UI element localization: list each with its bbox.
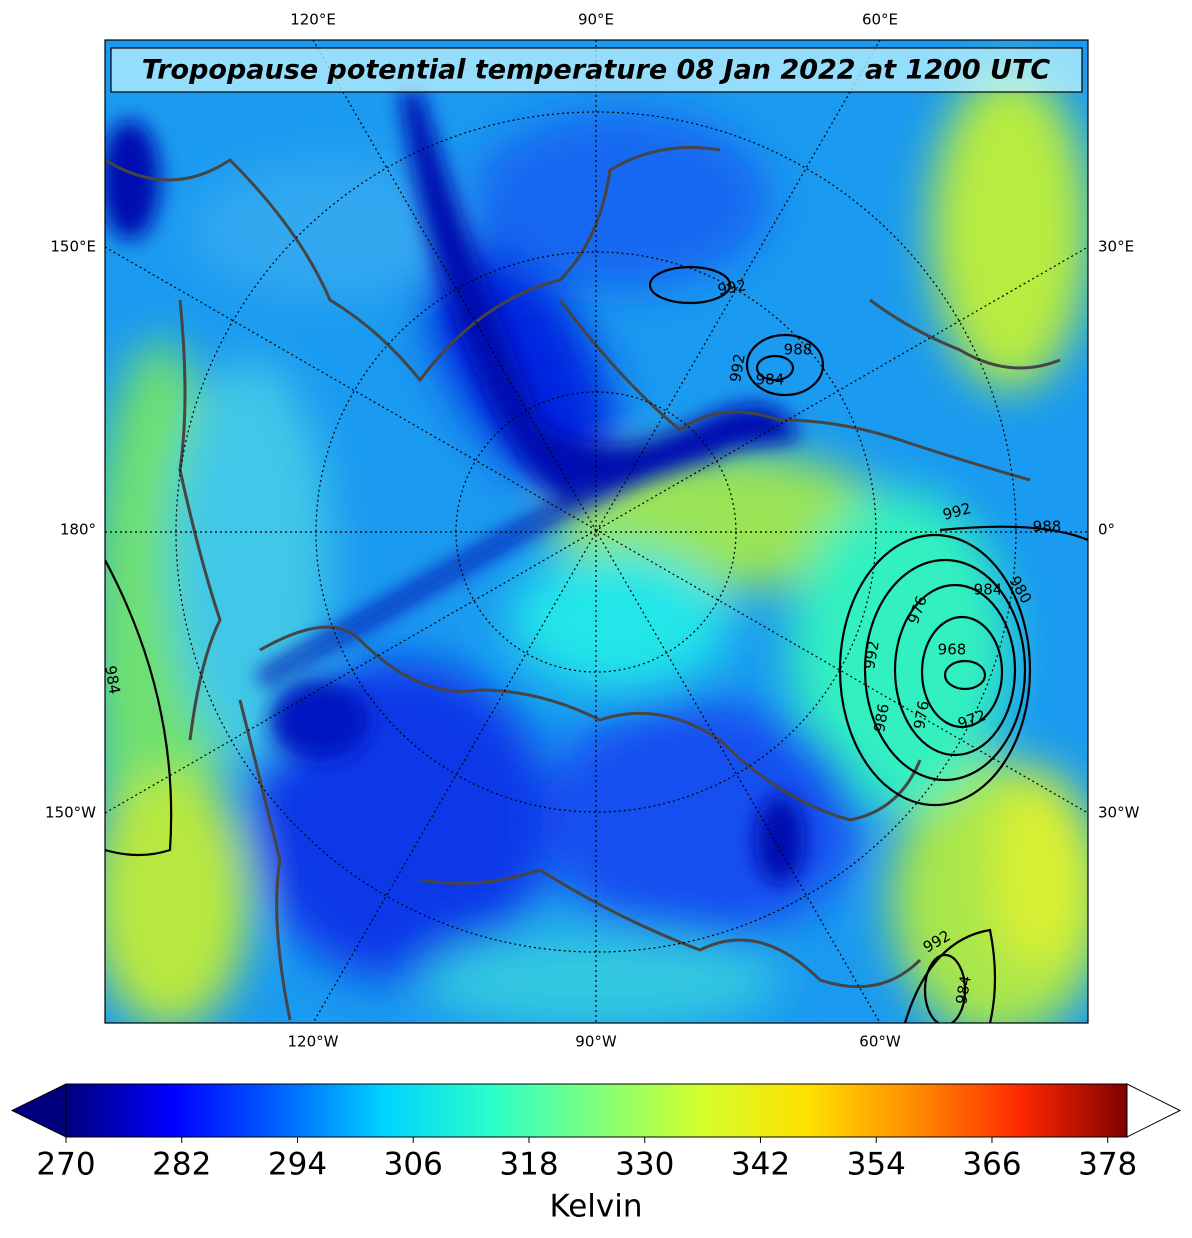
lat-label: 30°E (1098, 238, 1134, 256)
contour-label: 984 (974, 581, 1003, 599)
lat-label: 180° (60, 521, 96, 539)
contour-label: 988 (1033, 518, 1062, 536)
colorbar-tick-label: 366 (962, 1147, 1021, 1183)
colorbar-tick-label: 294 (268, 1147, 327, 1183)
contour-label: 984 (952, 974, 975, 1005)
colorbar-tick-label: 330 (615, 1147, 674, 1183)
colorbar-over-arrow (1126, 1083, 1182, 1138)
lon-label: 120°E (290, 11, 336, 29)
lon-label: 90°E (578, 11, 614, 29)
contour-label: 992 (726, 352, 749, 383)
graticule-labels: 120°E 90°E 60°E 120°W 90°W 60°W 150°E 180° 150°W… (45, 11, 1140, 1051)
colorbar-tick-label: 342 (731, 1147, 790, 1183)
colorbar-tick-label: 282 (152, 1147, 211, 1183)
title-box (110, 47, 1083, 93)
colorbar-tick-label: 354 (847, 1147, 906, 1183)
colorbar-tick-label: 270 (36, 1147, 95, 1183)
lon-label: 60°E (862, 11, 898, 29)
contour-label: 986 (870, 702, 893, 733)
colorbar-bar (65, 1083, 1128, 1138)
colorbar: 270 282 294 306 318 330 342 354 366 378 Kelvin (10, 1083, 1182, 1225)
lon-label: 60°W (859, 1033, 901, 1051)
pressure-contours (105, 265, 1088, 1023)
lat-label: 150°E (50, 238, 96, 256)
contour-label: 984 (101, 664, 124, 695)
colorbar-tick-label: 378 (1078, 1147, 1137, 1183)
lon-label: 90°W (575, 1033, 617, 1051)
lat-label: 30°W (1098, 804, 1140, 822)
lat-label: 150°W (45, 804, 96, 822)
colorbar-tick-label: 318 (499, 1147, 558, 1183)
colorbar-tick-label: 306 (384, 1147, 443, 1183)
contour-label: 976 (910, 699, 933, 730)
contour-label: 992 (860, 639, 883, 670)
map-frame (104, 39, 1089, 1024)
contour-label: 988 (784, 341, 813, 359)
contour-label: 968 (938, 641, 967, 659)
contour-label: 984 (756, 371, 785, 389)
colorbar-under-arrow (10, 1083, 67, 1138)
graticule (105, 40, 1088, 1023)
contour-label: 992 (716, 276, 747, 299)
coastlines (105, 146, 1061, 1021)
lat-label: 0° (1098, 521, 1115, 539)
lon-label: 120°W (288, 1033, 339, 1051)
colorbar-label: Kelvin (549, 1189, 642, 1225)
map-title: Tropopause potential temperature 08 Jan … (142, 55, 1051, 86)
